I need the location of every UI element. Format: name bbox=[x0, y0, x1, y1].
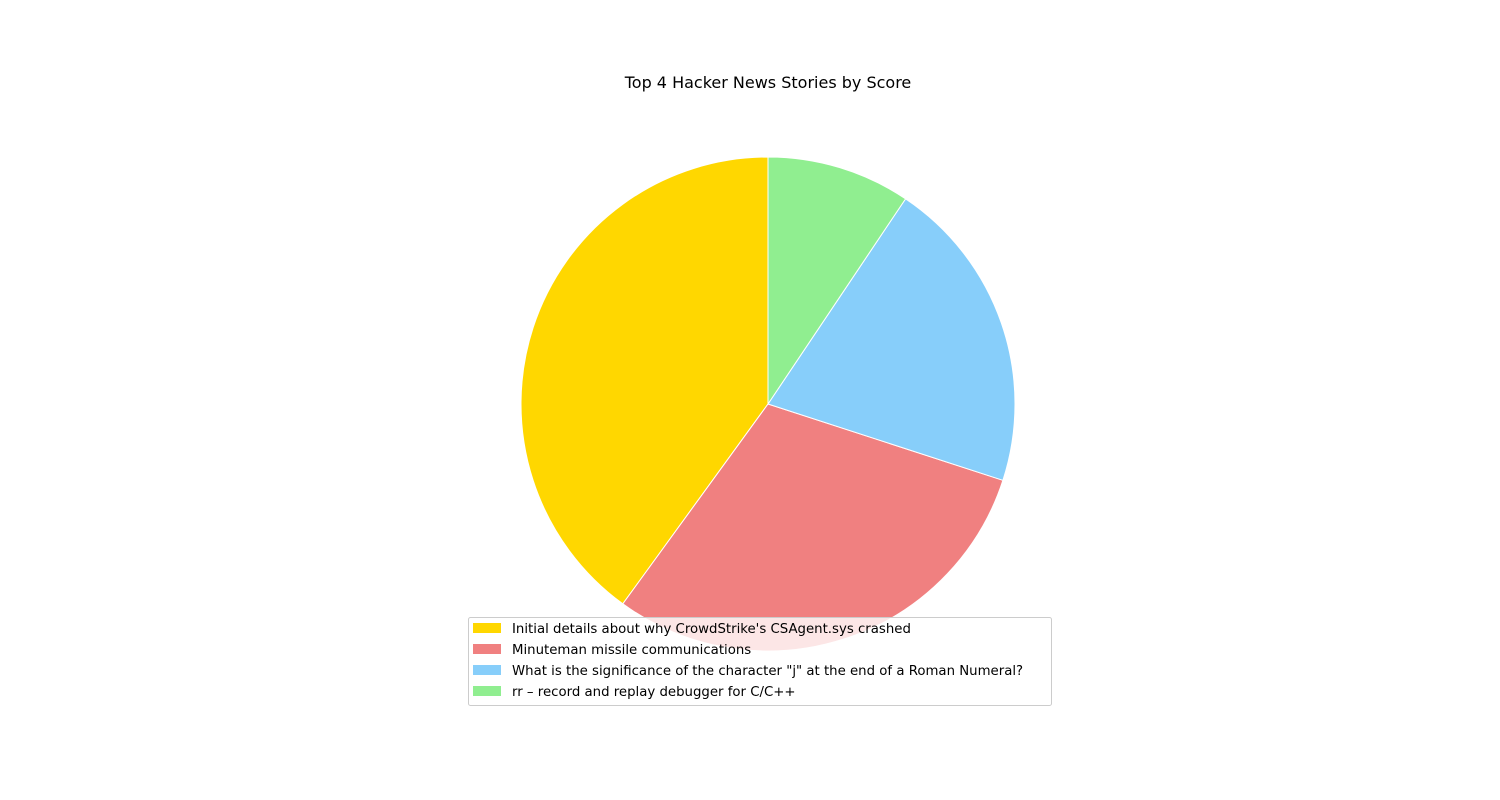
legend-swatch-1 bbox=[473, 623, 501, 633]
legend-swatch-2 bbox=[473, 644, 501, 654]
legend-label-4: rr – record and replay debugger for C/C+… bbox=[512, 685, 796, 700]
legend-label-2: Minuteman missile communications bbox=[512, 643, 751, 658]
legend-frame bbox=[468, 617, 1052, 706]
legend-swatch-4 bbox=[473, 686, 501, 696]
chart-title: Top 4 Hacker News Stories by Score bbox=[624, 73, 912, 92]
pie-slice-1 bbox=[520, 156, 769, 605]
legend-swatch-3 bbox=[473, 665, 501, 675]
legend: Initial details about why CrowdStrike's … bbox=[468, 617, 1052, 706]
pie-slice-4 bbox=[767, 156, 907, 405]
legend-label-3: What is the significance of the characte… bbox=[512, 664, 1023, 679]
pie-slices bbox=[520, 156, 1016, 652]
pie-slice-3 bbox=[767, 198, 1016, 481]
legend-label-1: Initial details about why CrowdStrike's … bbox=[512, 622, 911, 637]
